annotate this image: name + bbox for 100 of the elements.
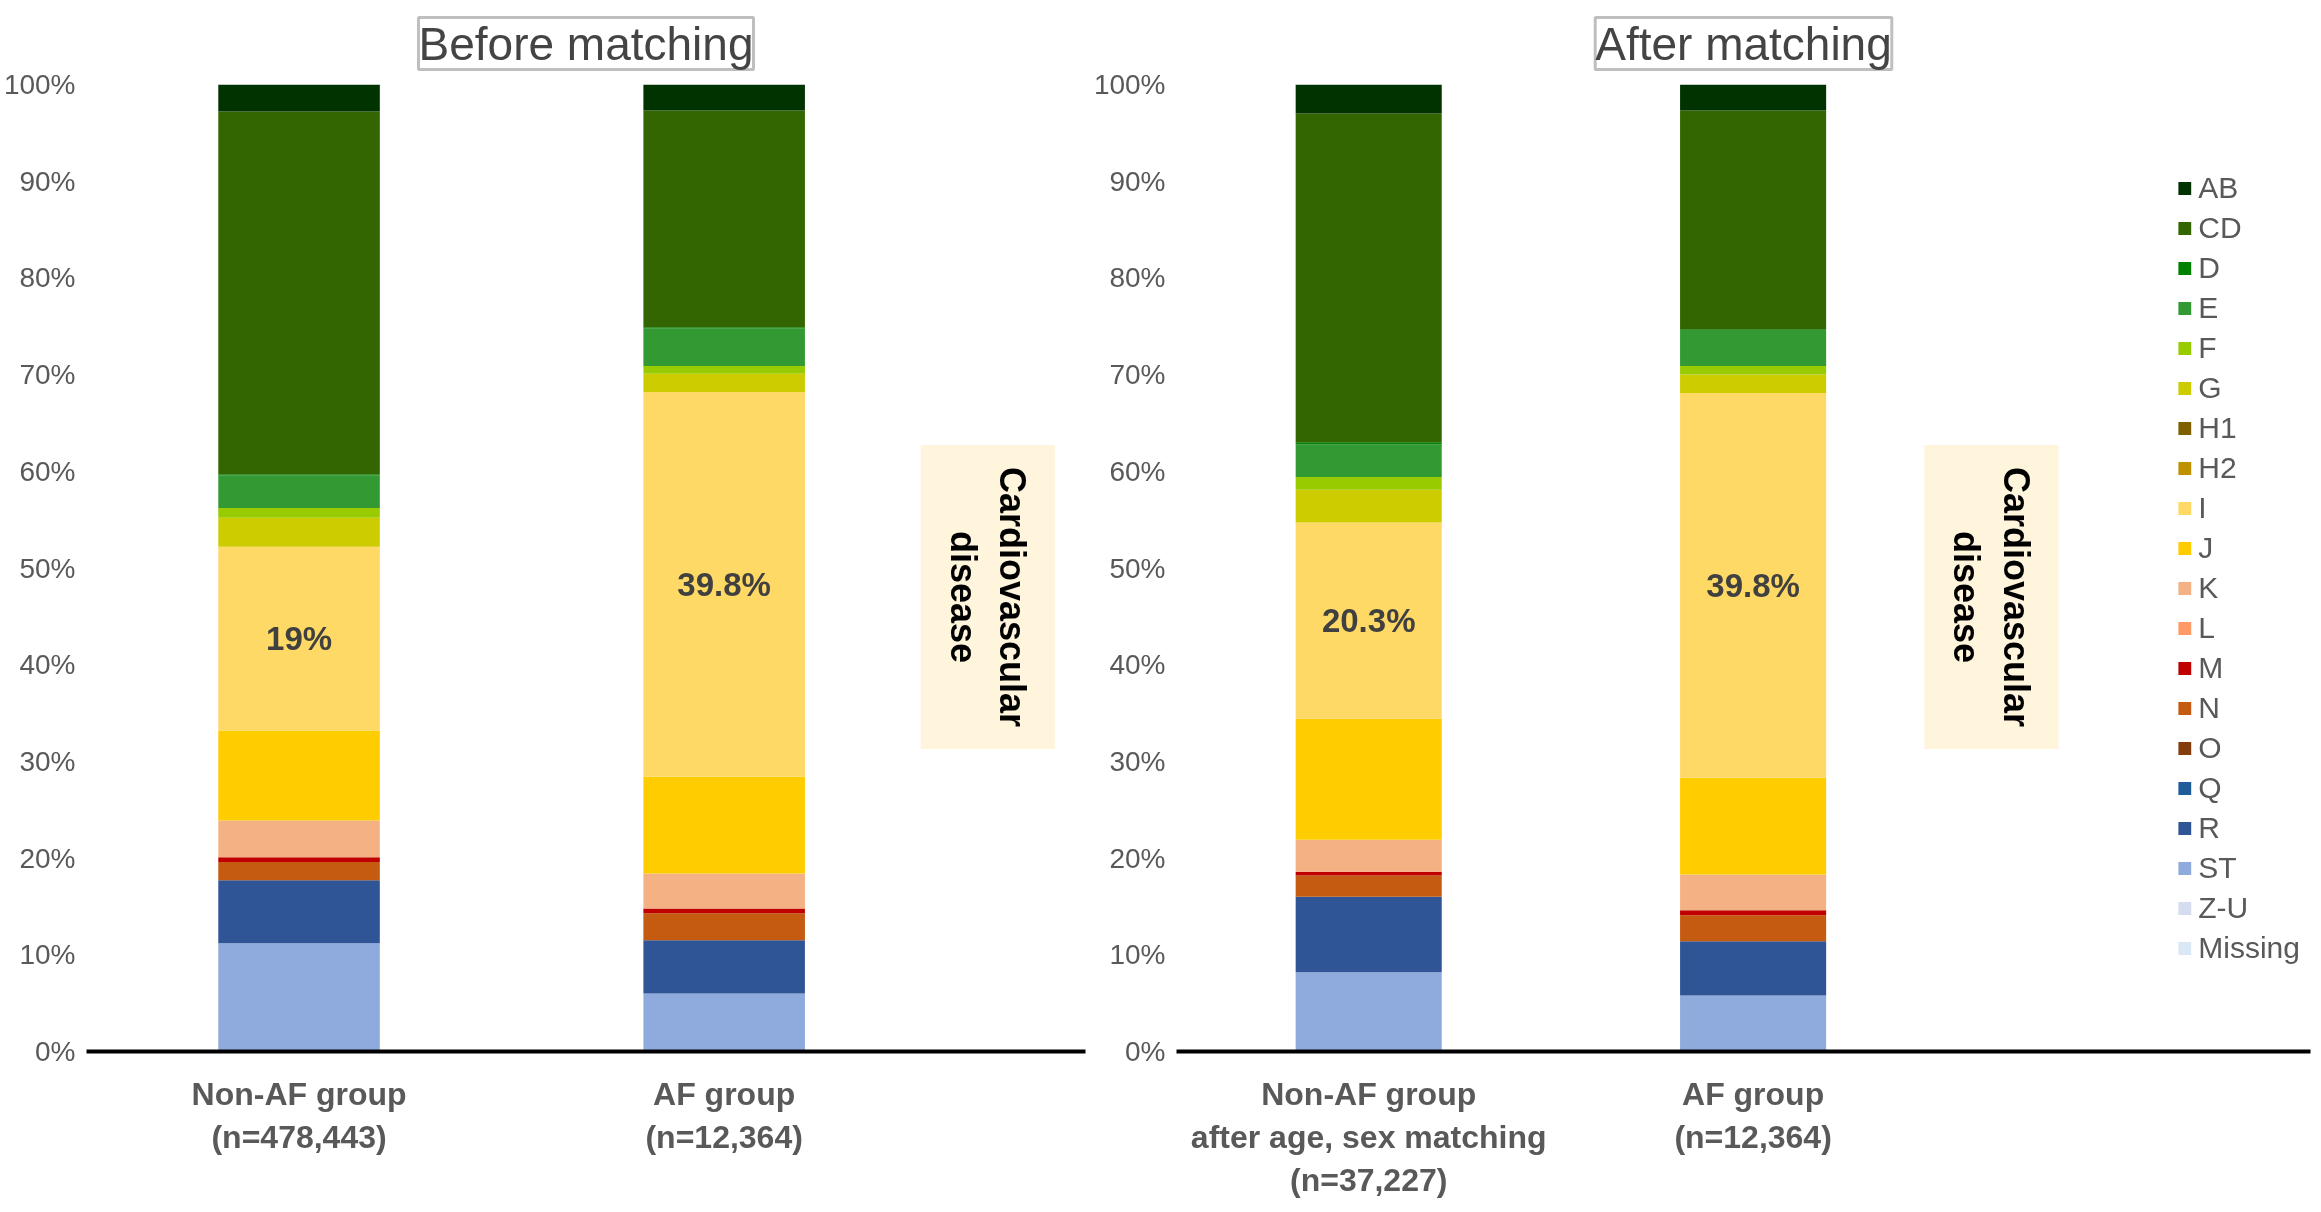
x-tick-label: Non-AF group (n=478,443) bbox=[191, 1075, 407, 1155]
data-label: 20.3% bbox=[1321, 602, 1416, 640]
y-tick-label: 30% bbox=[1109, 745, 1166, 777]
bar bbox=[1295, 972, 1442, 1052]
bar bbox=[1680, 330, 1827, 366]
bar bbox=[218, 84, 380, 112]
bar bbox=[1295, 489, 1442, 523]
bar bbox=[218, 111, 380, 475]
bar bbox=[643, 110, 805, 328]
x-tick-label: AF group (n=12,364) bbox=[645, 1075, 803, 1155]
chart-title: Before matching bbox=[418, 17, 754, 70]
bar bbox=[643, 993, 805, 1052]
bar bbox=[1680, 874, 1827, 911]
bar bbox=[1295, 477, 1442, 490]
bar bbox=[218, 857, 380, 862]
data-label: 39.8% bbox=[677, 565, 771, 603]
text: Cardiovascular disease bbox=[1946, 466, 2037, 728]
y-tick-label: 50% bbox=[1109, 552, 1166, 584]
legend-label: G bbox=[2198, 370, 2222, 405]
annotation: Cardiovascular disease bbox=[942, 466, 1033, 728]
y-tick-label: 90% bbox=[19, 165, 76, 197]
bar bbox=[1295, 875, 1442, 897]
bar bbox=[218, 517, 380, 547]
bar bbox=[643, 84, 805, 111]
bar bbox=[218, 943, 380, 1052]
bar bbox=[643, 392, 805, 777]
legend-label: CD bbox=[2198, 210, 2242, 245]
y-tick-label: 60% bbox=[19, 455, 76, 487]
y-tick-label: 0% bbox=[35, 1036, 76, 1067]
legend-label: R bbox=[2198, 810, 2220, 845]
y-tick-label: 50% bbox=[19, 552, 76, 584]
bar bbox=[1680, 910, 1827, 916]
y-tick-label: 10% bbox=[1109, 939, 1166, 971]
legend-label: H2 bbox=[2198, 450, 2237, 485]
legend-label: O bbox=[2198, 730, 2222, 765]
legend-label: H1 bbox=[2198, 410, 2237, 445]
bar bbox=[218, 475, 380, 509]
bar bbox=[218, 508, 380, 518]
bar bbox=[643, 908, 805, 914]
y-tick-label: 90% bbox=[1109, 165, 1166, 197]
bar bbox=[1680, 392, 1827, 778]
legend-label: D bbox=[2198, 250, 2220, 285]
x-tick-label: Non-AF group after age, sex matching (n=37,227) bbox=[1190, 1075, 1547, 1198]
bar bbox=[218, 730, 380, 821]
data-label: 19% bbox=[266, 620, 333, 658]
legend-label: K bbox=[2198, 570, 2219, 605]
y-tick-label: 80% bbox=[19, 262, 76, 294]
bar bbox=[218, 880, 380, 944]
legend-label: Z-U bbox=[2198, 890, 2249, 925]
bar bbox=[1680, 110, 1827, 330]
y-tick-label: 30% bbox=[19, 745, 76, 777]
legend-label: J bbox=[2198, 530, 2215, 565]
bar bbox=[643, 328, 805, 366]
bar bbox=[218, 546, 380, 731]
bar bbox=[1295, 839, 1442, 872]
bar bbox=[1680, 374, 1827, 393]
y-tick-label: 0% bbox=[1125, 1036, 1166, 1067]
y-tick-label: 60% bbox=[1109, 455, 1166, 487]
y-tick-label: 80% bbox=[1109, 262, 1166, 294]
y-tick-label: 40% bbox=[1109, 649, 1166, 681]
bar bbox=[1680, 941, 1827, 996]
legend-label: F bbox=[2198, 330, 2218, 365]
chart-title: After matching bbox=[1595, 17, 1892, 70]
bar bbox=[1680, 777, 1827, 875]
bar bbox=[1295, 522, 1442, 719]
bar bbox=[643, 940, 805, 994]
bar bbox=[1295, 718, 1442, 840]
legend-label: L bbox=[2198, 610, 2216, 645]
bar bbox=[1295, 444, 1442, 478]
legend-label: E bbox=[2198, 290, 2219, 325]
bar bbox=[643, 365, 805, 374]
bar bbox=[1680, 995, 1827, 1052]
bar bbox=[218, 820, 380, 858]
legend-label: M bbox=[2198, 650, 2224, 685]
legend-label: ST bbox=[2198, 850, 2237, 885]
bar bbox=[1680, 84, 1827, 111]
bar bbox=[1295, 113, 1442, 443]
bar bbox=[1295, 84, 1442, 114]
legend-label: I bbox=[2198, 490, 2208, 525]
y-tick-label: 20% bbox=[19, 842, 76, 874]
legend-label: AB bbox=[2198, 170, 2239, 205]
x-tick-label: AF group (n=12,364) bbox=[1674, 1075, 1832, 1155]
y-tick-label: 100% bbox=[1093, 69, 1166, 100]
bar bbox=[1680, 915, 1827, 942]
bar bbox=[1680, 365, 1827, 375]
legend-label: Q bbox=[2198, 770, 2222, 805]
bar bbox=[218, 861, 380, 881]
bar bbox=[643, 913, 805, 941]
y-tick-label: 70% bbox=[19, 359, 76, 391]
bar bbox=[643, 873, 805, 909]
legend-label: N bbox=[2198, 690, 2220, 725]
bar bbox=[1295, 871, 1442, 876]
y-tick-label: 100% bbox=[3, 69, 76, 100]
y-tick-label: 40% bbox=[19, 649, 76, 681]
bar bbox=[643, 373, 805, 393]
bar bbox=[643, 776, 805, 874]
bar bbox=[1295, 896, 1442, 973]
data-label: 39.8% bbox=[1706, 566, 1800, 604]
legend-label: Missing bbox=[2198, 930, 2300, 965]
y-tick-label: 70% bbox=[1109, 359, 1166, 391]
